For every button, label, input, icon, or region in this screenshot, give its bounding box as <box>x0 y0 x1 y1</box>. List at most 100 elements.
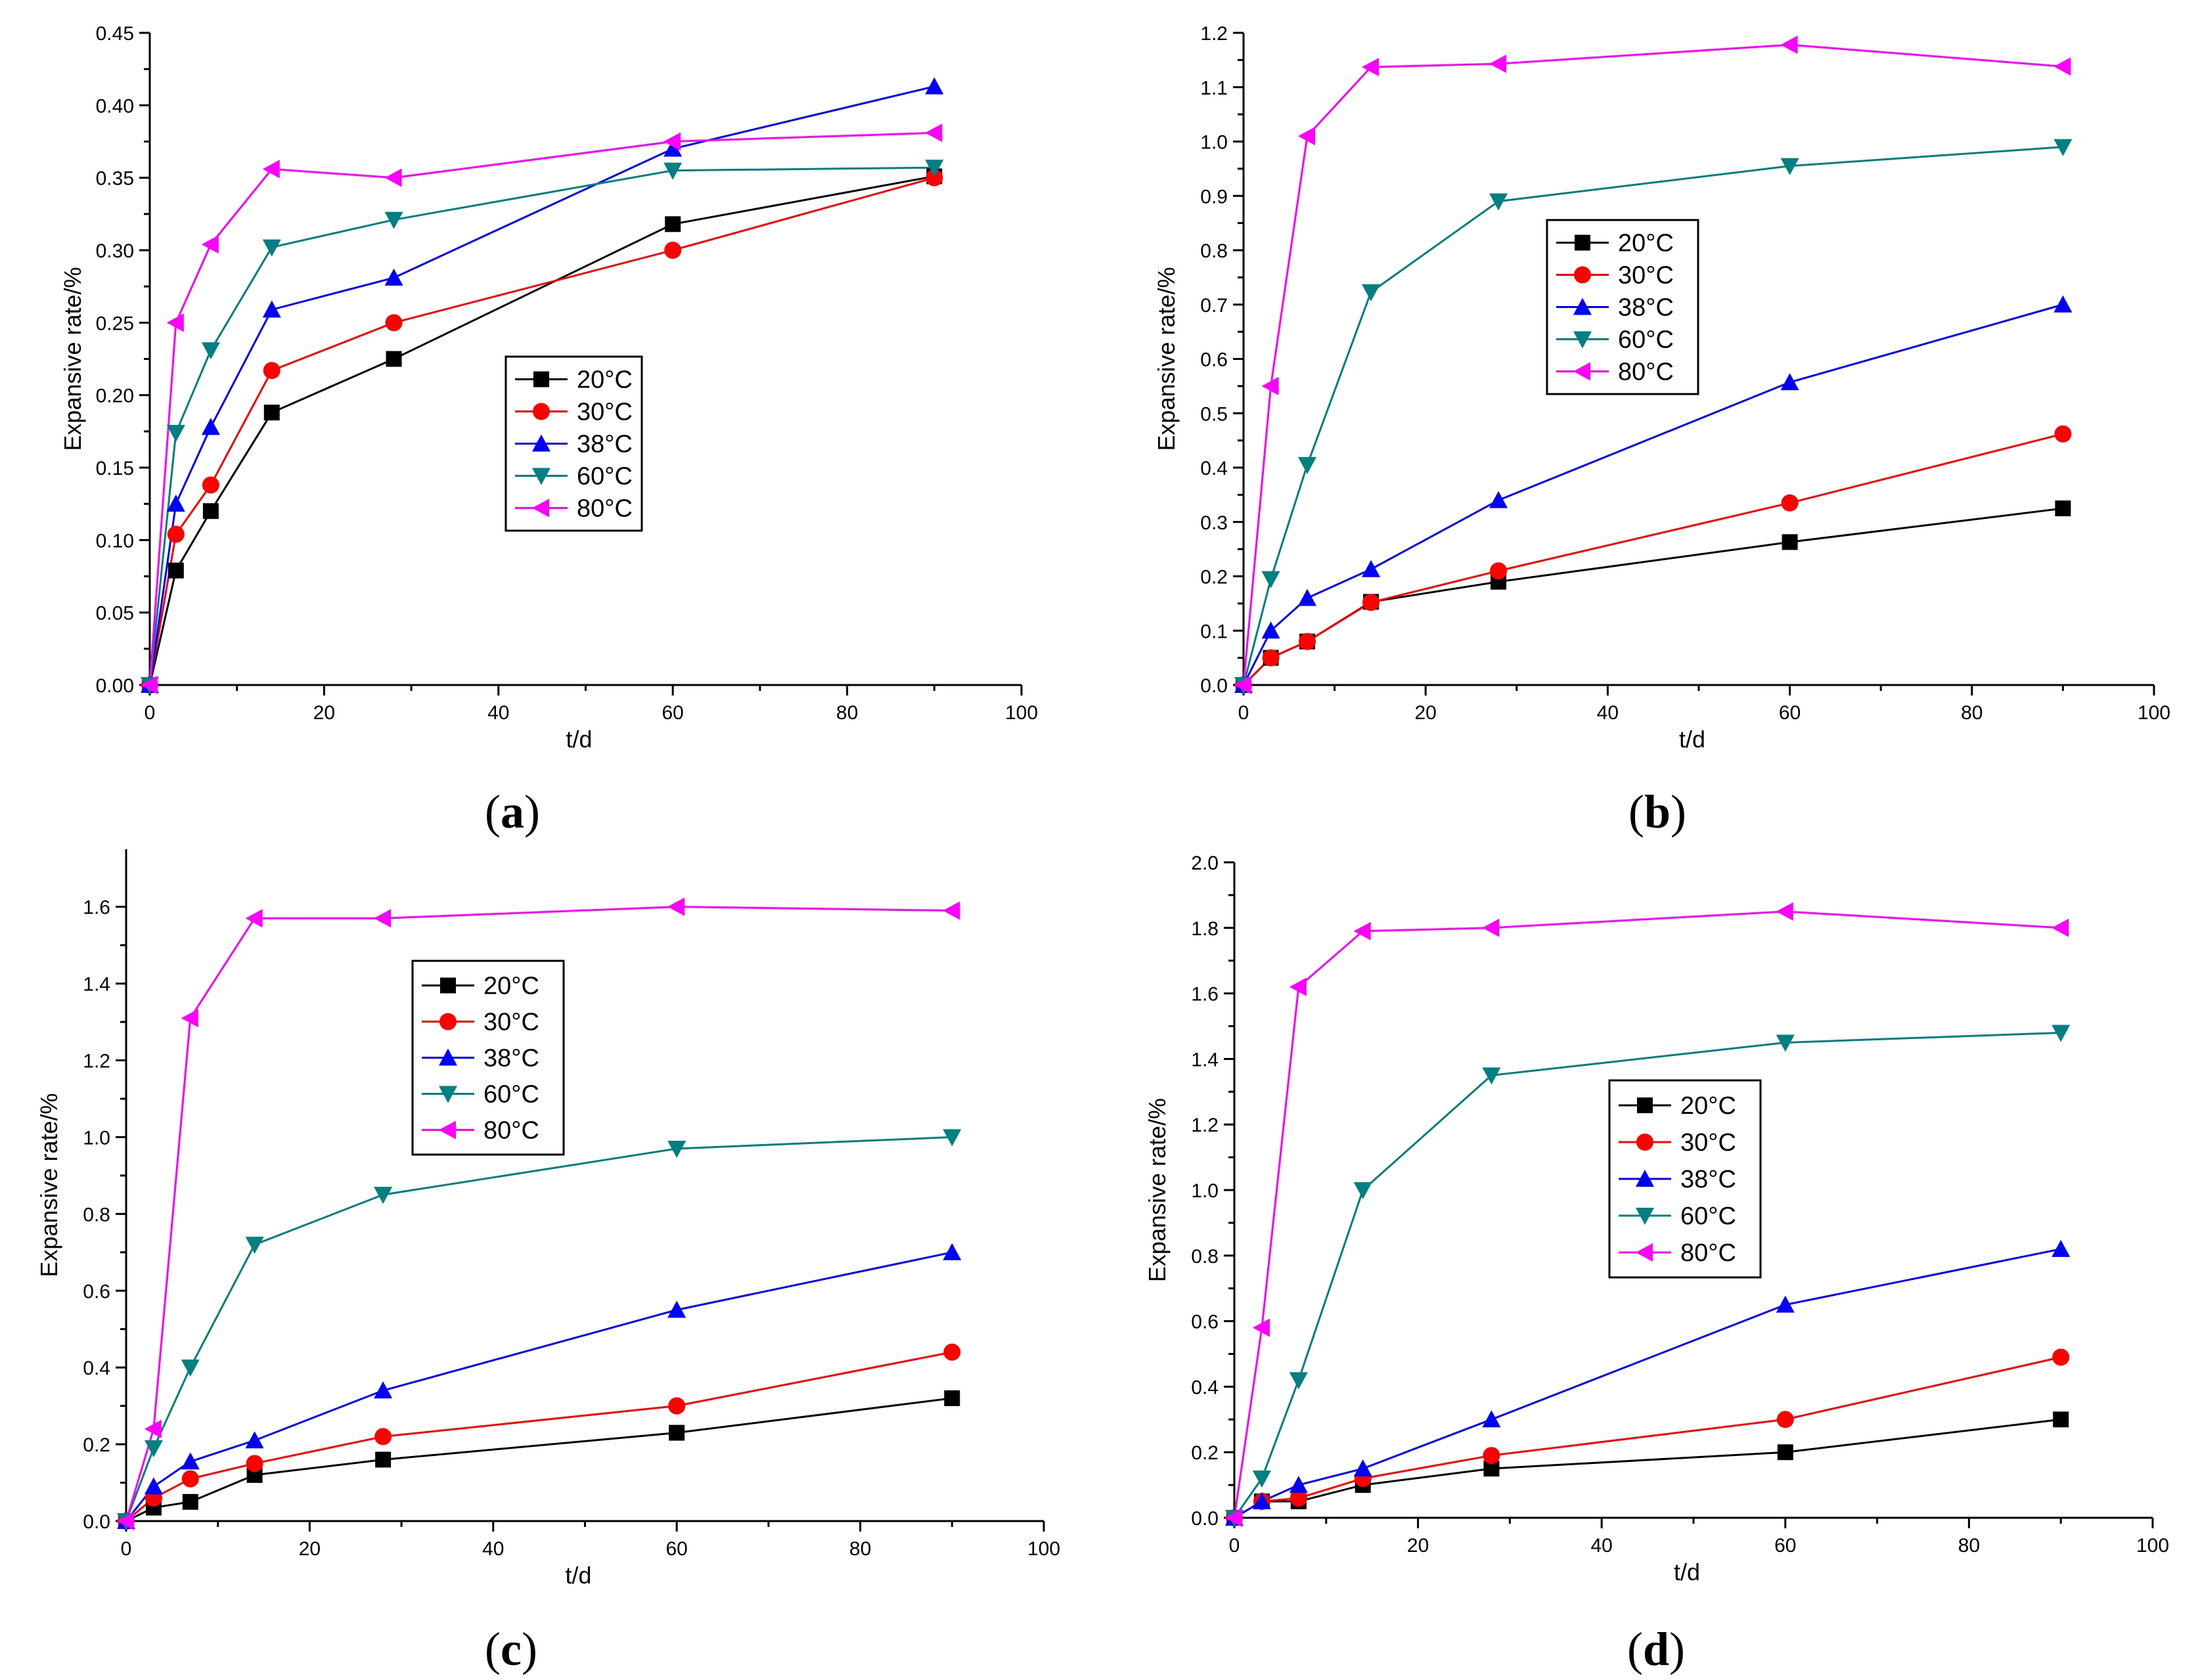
panel-b-label-letter: b <box>1644 785 1671 838</box>
panel-d-label-letter: d <box>1643 1623 1669 1675</box>
panel-d-series-80c-point <box>1252 1318 1270 1337</box>
panel-a-y-tick-label: 0.10 <box>96 530 134 552</box>
panel-b-series-38c-point <box>1298 588 1317 606</box>
panel-b-series-30c-point <box>1490 562 1508 580</box>
panel-c-legend-entry-60c-label: 60°C <box>483 1081 539 1109</box>
panel-d-x-tick-label: 20 <box>1407 1535 1429 1557</box>
panel-a-series-38c-point <box>384 268 403 286</box>
panel-a-series-20c-point <box>168 562 184 579</box>
panel-b-series-60c-point <box>1780 158 1799 175</box>
panel-d-x-axis-label: t/d <box>1674 1558 1700 1585</box>
panel-b-series-80c-point <box>1780 35 1798 55</box>
panel-b-x-axis-label: t/d <box>1679 726 1705 753</box>
panel-d-series-38c-point <box>1289 1476 1308 1493</box>
panel-b-series-80c-point <box>1362 58 1379 77</box>
panel-b-series-38c-point <box>1489 491 1508 508</box>
panel-d-y-tick-label: 0.8 <box>1191 1246 1219 1268</box>
panel-d-series-38c-point <box>1252 1492 1271 1510</box>
panel-a-series-30c-point <box>202 476 219 494</box>
panel-d-series-38c-point <box>2052 1239 2071 1257</box>
panel-a-series-30c-point <box>664 242 682 259</box>
panel-a-y-tick-label: 0.25 <box>96 313 134 334</box>
panel-b-series-80c-point <box>1261 376 1279 395</box>
panel-c-series-38c-point <box>374 1381 393 1399</box>
panel-b-series-80c-point <box>2053 57 2071 76</box>
panel-c-y-tick-label: 1.4 <box>83 974 110 996</box>
panel-c-y-tick-label: 0.2 <box>83 1434 110 1456</box>
panel-c-legend-entry-38c-marker <box>439 1048 457 1066</box>
panel-d-y-tick-label: 1.0 <box>1191 1180 1219 1202</box>
panel-a-series-38c-point <box>925 77 944 95</box>
panel-d-y-tick-label: 0.6 <box>1191 1312 1219 1333</box>
panel-c-x-tick-label: 100 <box>1027 1538 1060 1560</box>
panel-a-x-axis-label: t/d <box>566 726 592 753</box>
panel-b-series-80c-point <box>1489 55 1507 74</box>
panel-a-series-80c-point <box>384 168 402 187</box>
panel-d-x-tick-label: 0 <box>1229 1535 1240 1557</box>
panel-c: 0 20 40 60 80 100 0.0 0.2 0.4 0.6 0.8 1.0 1.2 1.4 1.6 t… <box>35 849 1060 1675</box>
panel-d-x-tick-label: 100 <box>2136 1535 2169 1557</box>
panel-c-series-30c-line <box>125 1351 953 1522</box>
panel-b-y-tick-label: 0.5 <box>1200 403 1228 425</box>
panel-a-x-tick-label: 40 <box>487 702 509 724</box>
panel-d-legend-entry-20c-label: 20°C <box>1680 1092 1736 1120</box>
panel-d-series-60c-point <box>1353 1182 1372 1199</box>
panel-b-legend-entry-80c-marker <box>1573 362 1590 381</box>
panel-b-series-60c-point <box>1362 284 1381 301</box>
panel-c-legend-entry-38c-label: 38°C <box>483 1045 539 1072</box>
panel-c-series-60c-point <box>245 1237 264 1254</box>
panel-d-series-30c-line <box>1234 1356 2061 1519</box>
panel-d-y-tick-label: 0.2 <box>1191 1442 1219 1464</box>
panel-a-legend: 20°C 30°C 38°C 60°C 80°C <box>505 355 643 532</box>
panel-b-legend-entry-38c-label: 38°C <box>1618 294 1674 322</box>
panel-b-x-tick-label: 100 <box>2138 702 2170 724</box>
panel-b-series-30c-point <box>1362 594 1380 611</box>
panel-a-legend-entry-60c-marker <box>532 468 550 485</box>
panel-b-legend-entry-20c-marker <box>1575 234 1590 251</box>
panel-a-series-30c-point <box>926 169 943 187</box>
panel-d-label: (d) <box>1627 1623 1685 1675</box>
panel-a-series-60c-point <box>201 342 220 360</box>
panel-a-series-30c-point <box>385 314 403 332</box>
panel-d-series-38c-point <box>1776 1295 1795 1313</box>
panel-d-y-tick-label: 1.2 <box>1191 1115 1219 1136</box>
panel-c-y-tick-label: 0.0 <box>83 1511 110 1533</box>
panel-d-y-tick-label: 1.6 <box>1191 984 1219 1006</box>
panel-c-series-38c-point <box>943 1243 962 1260</box>
panel-c-label-letter: c <box>501 1623 522 1675</box>
panel-d-y-tick-label: 2.0 <box>1191 852 1219 874</box>
panel-b-series-80c-point <box>1234 676 1251 694</box>
panel-b-x-tick-label: 40 <box>1597 702 1619 724</box>
panel-a-legend-entry-20c-marker <box>533 371 549 387</box>
panel-c-x-tick-label: 40 <box>482 1538 504 1560</box>
panel-d-legend-entry-80c-label: 80°C <box>1680 1239 1736 1267</box>
panel-d-series-60c-point <box>1289 1372 1308 1390</box>
panel-a-label-letter: a <box>501 785 524 838</box>
panel-c-y-tick-label: 1.2 <box>83 1051 110 1072</box>
panel-a-series-20c-point <box>386 351 402 367</box>
panel-d-series-80c-point <box>1225 1509 1242 1527</box>
panel-d-legend-entry-20c-marker <box>1637 1097 1653 1113</box>
panel-b-series-60c-point <box>1298 456 1317 474</box>
panel-d-series-20c-point <box>2053 1411 2069 1428</box>
panel-a-legend-entry-30c-marker <box>533 403 550 420</box>
panel-b-y-tick-label: 1.2 <box>1200 23 1228 45</box>
panel-a-series-80c-point <box>262 160 280 179</box>
panel-a-series-60c-point <box>262 239 281 257</box>
panel-c-x-tick-label: 80 <box>849 1538 871 1560</box>
panel-c-series-20c-point <box>669 1425 685 1441</box>
panel-a-series-80c-point <box>663 132 681 151</box>
panel-c-y-axis-label: Expansive rate/% <box>35 1093 62 1277</box>
panel-d-legend: 20°C 30°C 38°C 60°C 80°C <box>1608 1079 1762 1279</box>
panel-c-x-axis-label: t/d <box>565 1562 591 1589</box>
panel-c-series-80c-point <box>943 901 960 920</box>
panel-c-series-20c-point <box>375 1451 392 1468</box>
panel-a-legend-entry-60c-label: 60°C <box>577 463 633 491</box>
panel-b-y-tick-label: 0.8 <box>1200 240 1228 262</box>
panel-a-series-60c-point <box>663 162 683 180</box>
panel-c-series-80c-point <box>245 909 263 928</box>
panel-a-x-tick-label: 100 <box>1005 702 1038 724</box>
panel-c-legend-entry-80c-label: 80°C <box>483 1117 539 1145</box>
panel-a-series-80c-point <box>141 676 158 694</box>
panel-d-legend-entry-38c-label: 38°C <box>1680 1166 1736 1193</box>
